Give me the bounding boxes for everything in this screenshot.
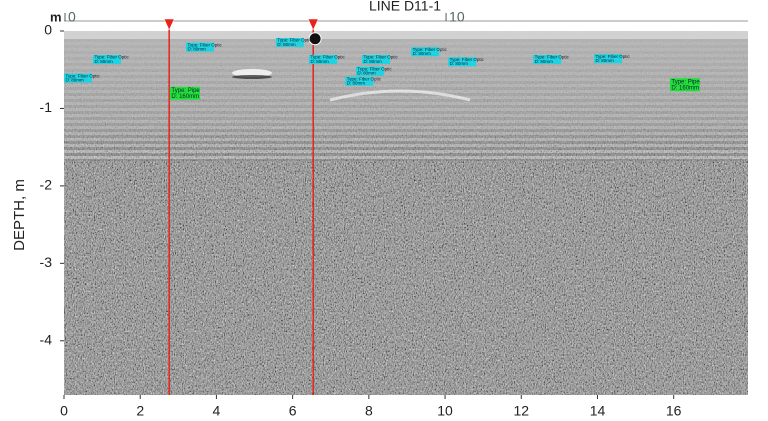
annotation-text: Type: Fiber Optic (450, 57, 485, 62)
marker-flag (307, 18, 319, 31)
y-tick-label: 0 (44, 22, 52, 38)
annotation-text: D: 80mm (450, 61, 469, 66)
annotation-text: D: 80mm (347, 81, 366, 86)
x-tick-label: 2 (136, 403, 144, 419)
radar-image (64, 31, 748, 395)
y-tick-label: -1 (40, 99, 53, 115)
annotation-text: D: 80mm (363, 59, 382, 64)
annotation-box (64, 73, 92, 83)
x-tick-label: 4 (213, 403, 221, 419)
annotation-text: Type: Pipe (671, 79, 700, 85)
annotation-text: Type: Fiber Optic (187, 42, 222, 47)
annotation-text: D: 160mm (671, 85, 699, 91)
annotation-box (92, 55, 121, 65)
annotation-box (448, 57, 477, 67)
y-tick-label: -2 (40, 177, 53, 193)
x-tick-label: 6 (289, 403, 297, 419)
x-tick-label: 12 (513, 403, 529, 419)
annotation-box (669, 78, 700, 92)
x-tick-label: 14 (590, 403, 606, 419)
top-tick-label: 10 (449, 9, 465, 25)
annotation-box (355, 66, 384, 76)
annotation-box (185, 42, 214, 52)
y-tick-label: -4 (40, 331, 53, 347)
annotation-text: D: 80mm (357, 71, 376, 76)
annotation-text: D: 80mm (535, 59, 554, 64)
annotation-box (275, 37, 304, 47)
annotation-text: Type: Fiber Optic (311, 55, 346, 60)
annotation-text: Type: Fiber Optic (347, 76, 382, 81)
x-tick-label: 0 (60, 403, 68, 419)
annotation-text: D: 80mm (413, 51, 432, 56)
marker-flag (163, 18, 175, 31)
annotation-box (345, 76, 374, 86)
annotation-text: D: 80mm (277, 42, 296, 47)
y-tick-label: -3 (40, 254, 53, 270)
annotation-box (361, 55, 390, 65)
annotation-text: D: 80mm (187, 47, 206, 52)
annotation-text: Type: Fiber Optic (535, 55, 570, 60)
annotation-box (411, 47, 440, 57)
annotation-text: Type: Fiber Optic (277, 38, 312, 43)
annotation-text: Type: Fiber Optic (357, 66, 392, 71)
chart-title: LINE D11-1 (369, 0, 441, 14)
x-tick-label: 10 (437, 403, 453, 419)
annotation-box (169, 86, 200, 100)
x-tick-label: 8 (365, 403, 373, 419)
annotation-box (594, 54, 623, 64)
annotation-text: Type: Fiber Optic (94, 55, 129, 60)
annotation-text: Type: Fiber Optic (413, 47, 448, 52)
annotation-box (309, 55, 338, 65)
x-unit-label: m (50, 9, 62, 24)
annotation-text: Type: Fiber Optic (363, 55, 398, 60)
annotation-box (533, 55, 562, 65)
top-tick-label: 0 (68, 9, 76, 25)
annotation-text: Type: Fiber Optic (596, 54, 631, 59)
annotation-text: Type: Fiber Optic (66, 73, 101, 78)
x-tick-label: 16 (666, 403, 682, 419)
annotation-text: Type: Pipe (171, 88, 200, 94)
annotation-text: D: 80mm (66, 77, 85, 82)
annotation-text: D: 80mm (596, 58, 615, 63)
target-point (308, 32, 322, 46)
annotation-text: D: 80mm (311, 59, 330, 64)
y-axis-title: DEPTH, m (11, 179, 28, 251)
annotation-text: D: 80mm (94, 59, 113, 64)
annotation-text: D: 160mm (171, 94, 199, 100)
